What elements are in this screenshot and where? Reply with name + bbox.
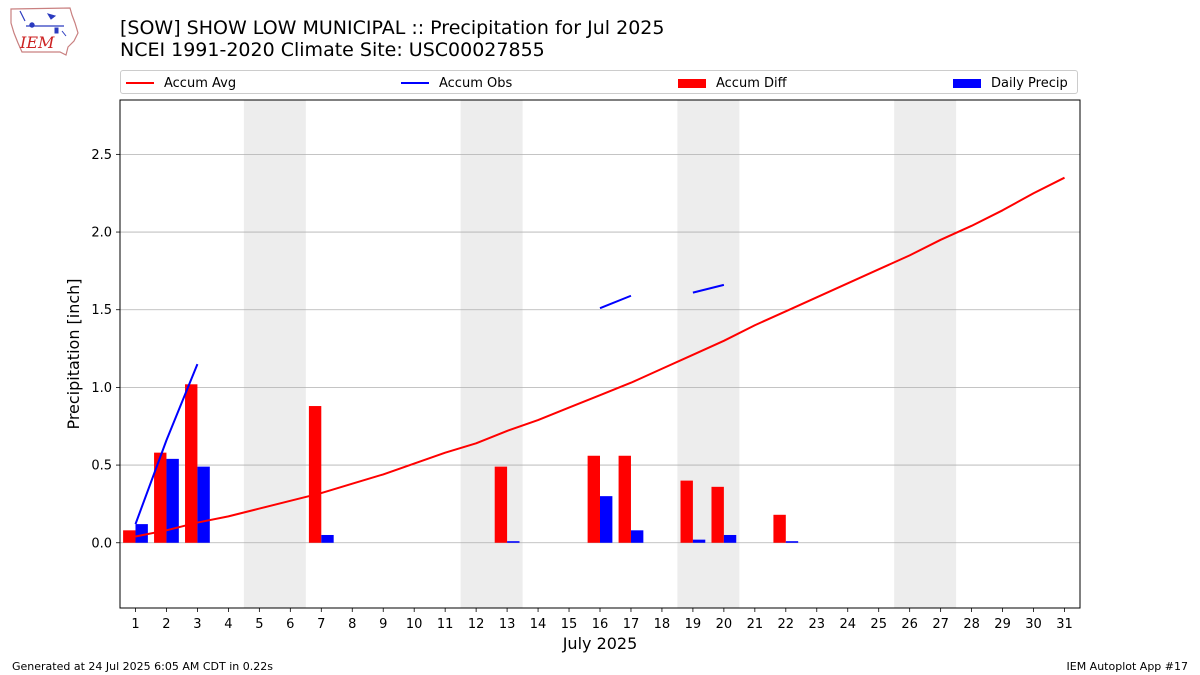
bar-accum-diff — [618, 455, 631, 543]
x-tick-label: 31 — [1056, 617, 1073, 632]
y-axis-label: Precipitation [inch] — [64, 278, 83, 429]
bar-daily-precip — [723, 534, 737, 543]
line-accum-obs — [692, 283, 725, 294]
legend: Accum Avg Accum Obs Accum Diff Daily Pre… — [120, 70, 1078, 94]
x-tick-label: 7 — [317, 617, 325, 632]
x-axis-label: July 2025 — [562, 634, 638, 653]
line-accum-obs — [599, 294, 632, 310]
legend-item-accum-diff: Accum Diff — [678, 74, 787, 92]
legend-swatch — [126, 82, 154, 84]
legend-item-accum-obs: Accum Obs — [401, 74, 512, 92]
x-tick-label: 23 — [809, 617, 826, 632]
bar-daily-precip — [600, 496, 613, 543]
iem-logo: IEM — [10, 7, 79, 56]
x-tick-label: 21 — [747, 617, 764, 632]
bar-daily-precip — [197, 466, 210, 543]
x-tick-label: 13 — [499, 617, 516, 632]
x-tick-label: 22 — [778, 617, 795, 632]
x-tick-label: 15 — [561, 617, 578, 632]
bar-accum-diff — [494, 466, 508, 543]
bar-accum-diff — [711, 486, 724, 543]
x-tick-label: 10 — [406, 617, 423, 632]
legend-item-accum-avg: Accum Avg — [126, 74, 236, 92]
x-tick-label: 26 — [901, 617, 918, 632]
x-tick-label: 18 — [654, 617, 671, 632]
x-tick-label: 17 — [623, 617, 640, 632]
chart-title: [SOW] SHOW LOW MUNICIPAL :: Precipitatio… — [120, 17, 665, 39]
bar-accum-diff — [308, 406, 322, 543]
x-tick-label: 25 — [870, 617, 887, 632]
x-tick-label: 24 — [839, 617, 856, 632]
x-tick-label: 11 — [437, 617, 454, 632]
legend-label: Accum Diff — [716, 75, 787, 91]
y-tick-label: 0.5 — [91, 459, 112, 474]
y-tick-label: 1.5 — [91, 303, 112, 318]
legend-label: Accum Avg — [164, 75, 237, 91]
y-tick-label: 1.0 — [91, 381, 112, 396]
bar-daily-precip — [507, 541, 520, 543]
x-tick-label: 19 — [685, 617, 702, 632]
x-tick-label: 9 — [379, 617, 387, 632]
x-tick-label: 29 — [994, 617, 1011, 632]
legend-item-daily-precip: Daily Precip — [953, 74, 1068, 92]
line-accum-avg — [135, 176, 1065, 538]
x-tick-label: 30 — [1025, 617, 1042, 632]
bar-accum-diff — [154, 452, 167, 543]
bar-accum-diff — [773, 514, 786, 543]
line-accum-obs — [134, 363, 199, 525]
x-tick-label: 16 — [592, 617, 609, 632]
bar-accum-diff — [185, 384, 198, 543]
legend-swatch — [678, 78, 706, 88]
weekend-band — [243, 100, 306, 608]
y-tick-label: 0.0 — [91, 536, 112, 551]
app-credit: IEM Autoplot App #17 — [1066, 660, 1189, 673]
x-tick-label: 20 — [716, 617, 733, 632]
bar-daily-precip — [630, 530, 644, 543]
bar-accum-diff — [123, 530, 136, 543]
x-tick-label: 2 — [162, 617, 170, 632]
x-tick-label: 8 — [348, 617, 356, 632]
weekend-band — [894, 100, 957, 608]
bar-accum-diff — [587, 455, 600, 543]
x-tick-label: 1 — [131, 617, 139, 632]
x-tick-label: 3 — [193, 617, 201, 632]
x-tick-label: 28 — [963, 617, 980, 632]
bar-accum-diff — [680, 480, 693, 543]
x-tick-label: 12 — [468, 617, 485, 632]
y-tick-label: 2.5 — [91, 148, 112, 163]
bar-daily-precip — [135, 524, 148, 543]
bar-daily-precip — [321, 534, 334, 543]
bar-daily-precip — [785, 541, 799, 543]
x-tick-label: 14 — [530, 617, 547, 632]
legend-label: Accum Obs — [439, 75, 513, 91]
chart-subtitle: NCEI 1991-2020 Climate Site: USC00027855 — [120, 39, 545, 61]
generated-timestamp: Generated at 24 Jul 2025 6:05 AM CDT in … — [12, 660, 273, 673]
x-tick-label: 5 — [255, 617, 263, 632]
y-tick-label: 2.0 — [91, 226, 112, 241]
x-tick-label: 6 — [286, 617, 294, 632]
x-tick-label: 4 — [224, 617, 232, 632]
bar-daily-precip — [166, 458, 179, 543]
weekend-band — [460, 100, 523, 608]
x-tick-label: 27 — [932, 617, 949, 632]
legend-label: Daily Precip — [991, 75, 1068, 91]
bar-daily-precip — [692, 539, 706, 543]
legend-swatch — [401, 82, 429, 84]
logo-text: IEM — [19, 33, 55, 52]
legend-swatch — [953, 78, 981, 88]
